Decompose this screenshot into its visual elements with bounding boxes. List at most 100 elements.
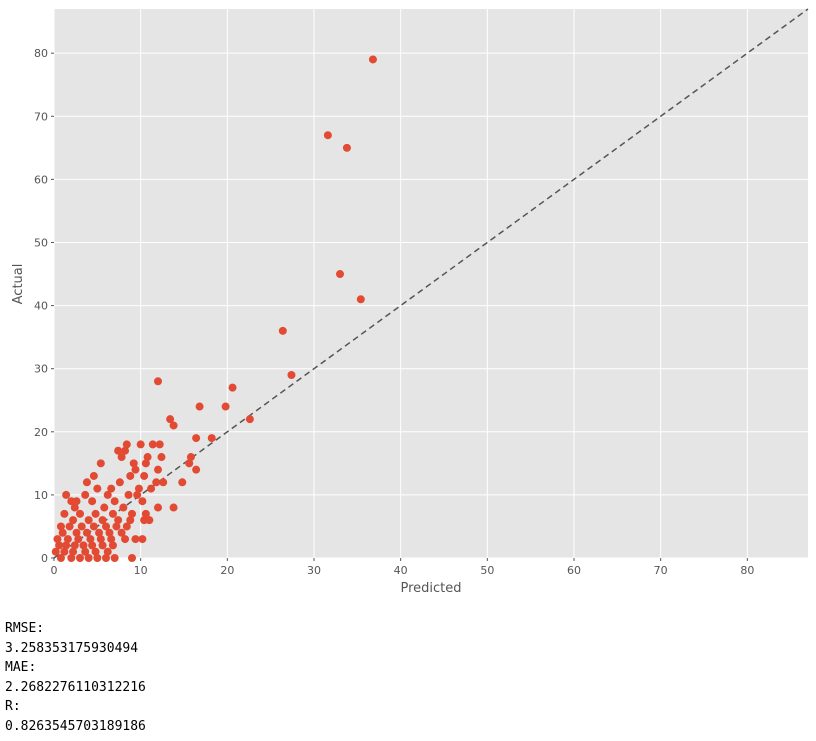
- data-point: [60, 547, 69, 556]
- data-point: [72, 497, 81, 506]
- data-point: [96, 535, 105, 544]
- data-point: [138, 497, 147, 506]
- data-point: [192, 434, 201, 443]
- data-point: [96, 459, 105, 468]
- metrics-output: RMSE: 3.258353175930494 MAE: 2.268227611…: [5, 619, 146, 736]
- data-point: [126, 471, 135, 480]
- data-point: [342, 143, 351, 152]
- data-point: [95, 528, 104, 537]
- data-point: [55, 541, 64, 550]
- data-point: [62, 541, 71, 550]
- x-tick-label: 0: [51, 564, 58, 577]
- data-point: [152, 478, 161, 487]
- y-tick-label: 80: [34, 47, 48, 60]
- data-point: [228, 383, 237, 392]
- data-point: [169, 421, 178, 430]
- x-axis-label: Predicted: [400, 581, 461, 596]
- data-point: [110, 554, 119, 562]
- data-point: [124, 490, 133, 499]
- data-point: [69, 516, 78, 525]
- data-point: [81, 547, 90, 556]
- data-point: [195, 402, 204, 411]
- data-point: [131, 465, 140, 474]
- data-point: [157, 453, 166, 462]
- data-point: [82, 528, 91, 537]
- y-tick-label: 50: [34, 236, 48, 249]
- data-point: [122, 522, 131, 531]
- data-point: [110, 497, 119, 506]
- data-points: [51, 55, 377, 562]
- data-point: [121, 535, 130, 544]
- data-point: [126, 516, 135, 525]
- data-point: [89, 522, 98, 531]
- data-point: [287, 371, 296, 379]
- y-tick-label: 40: [34, 300, 48, 313]
- data-point: [102, 522, 110, 531]
- y-tick-label: 0: [41, 552, 48, 565]
- data-point: [128, 554, 136, 562]
- data-point: [107, 535, 116, 544]
- data-point: [131, 535, 140, 544]
- y-tick-label: 60: [34, 173, 48, 186]
- data-point: [62, 490, 71, 499]
- x-tick-label: 50: [480, 564, 494, 577]
- reference-diagonal-line: [53, 8, 809, 559]
- data-point: [129, 459, 138, 468]
- data-point: [155, 440, 164, 449]
- mae-label: MAE:: [5, 660, 37, 675]
- data-point: [112, 522, 121, 531]
- data-point: [185, 459, 194, 468]
- x-tick-label: 30: [307, 564, 321, 577]
- y-tick-label: 10: [34, 489, 48, 502]
- data-point: [88, 497, 97, 506]
- data-point: [141, 509, 150, 518]
- data-point: [82, 478, 91, 487]
- y-tick-labels: 0 10 20 30 40 50 60 70 80: [34, 47, 54, 565]
- data-point: [72, 528, 81, 537]
- x-tick-label: 70: [654, 564, 668, 577]
- data-point: [60, 509, 69, 518]
- data-point: [79, 541, 88, 550]
- data-point: [88, 541, 97, 550]
- data-point: [102, 554, 110, 562]
- data-point: [70, 541, 79, 550]
- data-point: [103, 490, 112, 499]
- data-point: [192, 465, 201, 474]
- data-point: [103, 547, 112, 556]
- data-point: [56, 522, 65, 531]
- data-point: [356, 295, 365, 304]
- data-point: [147, 484, 156, 493]
- data-point: [76, 554, 84, 562]
- x-tick-labels: 0 10 20 30 40 50 60 70 80: [51, 558, 754, 577]
- data-point: [141, 459, 150, 468]
- data-point: [136, 440, 145, 449]
- r-label: R:: [5, 699, 21, 714]
- data-point: [93, 484, 102, 493]
- rmse-label: RMSE:: [5, 621, 45, 636]
- y-tick-label: 30: [34, 363, 48, 376]
- data-point: [169, 503, 178, 512]
- data-point: [154, 503, 162, 512]
- data-point: [108, 541, 117, 550]
- data-point: [77, 522, 86, 531]
- data-point: [65, 522, 74, 531]
- data-point: [159, 478, 168, 487]
- data-point: [58, 528, 67, 537]
- data-point: [67, 554, 76, 562]
- data-point: [51, 547, 60, 556]
- x-tick-label: 60: [567, 564, 581, 577]
- data-point: [336, 270, 344, 279]
- data-point: [145, 516, 154, 525]
- data-point: [221, 402, 230, 411]
- r-value: 0.8263545703189186: [5, 718, 146, 734]
- data-point: [105, 528, 114, 537]
- data-point: [122, 440, 131, 449]
- data-point: [128, 509, 136, 518]
- data-point: [368, 55, 377, 64]
- data-point: [74, 535, 83, 544]
- data-point: [148, 440, 157, 449]
- data-point: [91, 509, 100, 518]
- data-point: [134, 484, 143, 493]
- data-point: [100, 503, 109, 512]
- data-point: [178, 478, 187, 487]
